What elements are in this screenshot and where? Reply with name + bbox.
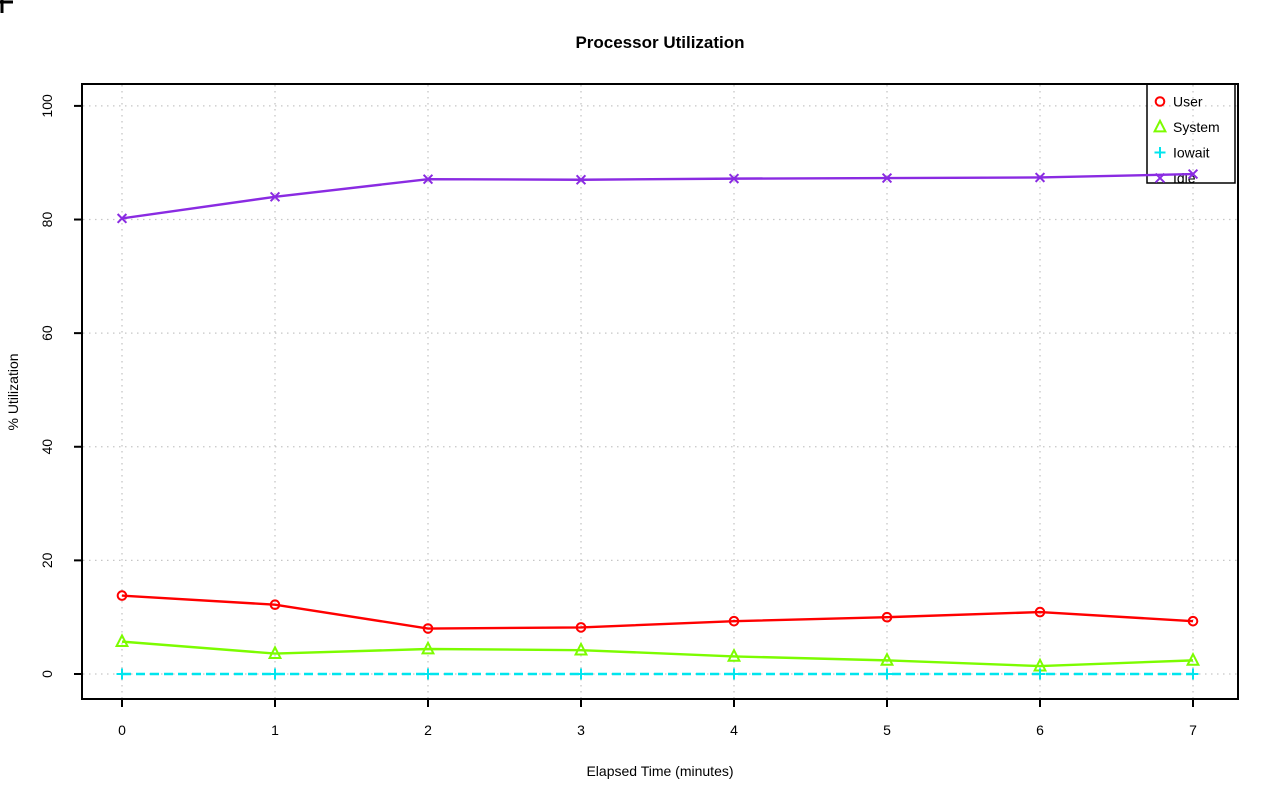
marker-user (269, 599, 281, 610)
marker-iowait (728, 668, 740, 680)
marker-user (1034, 606, 1046, 618)
marker-system (267, 645, 283, 659)
x-tick-label: 0 (118, 722, 126, 738)
series-line-idle (121, 172, 1194, 220)
crop-corner-mark (0, 0, 13, 13)
marker-system (420, 640, 436, 655)
tick-labels-layer: 0 1 2 3 4 5 6 7 0 20 40 60 80 100 (39, 94, 1197, 738)
marker-iowait (881, 668, 893, 680)
chart-title: Processor Utilization (575, 33, 744, 52)
marker-user (881, 611, 893, 623)
x-tick-label: 5 (883, 722, 891, 738)
series-layer (114, 168, 1201, 680)
marker-idle (1187, 168, 1199, 180)
legend-marker-user (1154, 96, 1166, 107)
marker-iowait (116, 668, 128, 680)
marker-iowait (575, 668, 587, 680)
legend-label-user: User (1173, 94, 1203, 110)
legend-label-system: System (1173, 119, 1220, 135)
plot-frame (81, 83, 1239, 700)
marker-user (1187, 615, 1199, 627)
marker-iowait (422, 668, 434, 680)
x-axis-label: Elapsed Time (minutes) (586, 763, 733, 779)
series-line-user (121, 594, 1194, 630)
y-tick-label: 100 (39, 94, 55, 118)
marker-system (879, 651, 895, 666)
marker-system (573, 641, 589, 656)
marker-user (575, 622, 587, 633)
marker-idle (1034, 172, 1046, 183)
legend-marker-iowait (1154, 147, 1166, 158)
marker-idle (116, 213, 128, 224)
marker-idle (422, 174, 434, 185)
x-tick-label: 7 (1189, 722, 1197, 738)
x-tick-label: 3 (577, 722, 585, 738)
marker-user (116, 590, 128, 601)
x-tick-label: 6 (1036, 722, 1044, 738)
y-axis-label: % Utilization (5, 353, 21, 430)
legend-label-iowait: Iowait (1173, 145, 1210, 161)
x-tick-label: 4 (730, 722, 738, 738)
x-tick-label: 2 (424, 722, 432, 738)
marker-iowait (269, 668, 281, 680)
marker-idle (269, 191, 281, 202)
series-line-system (121, 640, 1194, 668)
marker-iowait (1034, 668, 1046, 680)
marker-user (728, 615, 740, 627)
y-tick-label: 0 (39, 670, 55, 678)
marker-idle (575, 174, 587, 185)
marker-user (422, 623, 434, 634)
x-tick-label: 1 (271, 722, 279, 738)
y-tick-label: 80 (39, 212, 55, 228)
marker-system (726, 647, 742, 662)
marker-idle (881, 172, 893, 184)
axes-frame-layer (74, 83, 1239, 707)
marker-system (114, 633, 130, 648)
y-tick-label: 40 (39, 439, 55, 455)
legend-marker-system (1152, 118, 1168, 133)
marker-system (1185, 651, 1201, 666)
y-tick-label: 60 (39, 325, 55, 341)
marker-iowait (1187, 668, 1199, 680)
y-tick-label: 20 (39, 552, 55, 568)
marker-idle (728, 173, 740, 184)
